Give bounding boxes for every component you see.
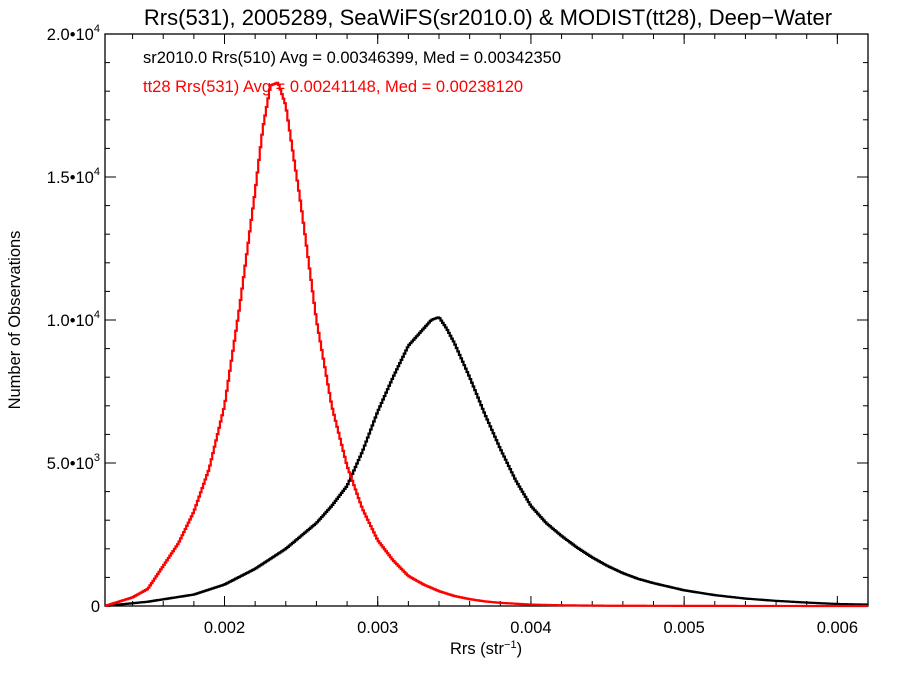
x-axis-label: Rrs (str−1) bbox=[450, 639, 522, 658]
x-tick-label: 0.005 bbox=[663, 619, 704, 637]
chart-title: Rrs(531), 2005289, SeaWiFS(sr2010.0) & M… bbox=[144, 5, 832, 30]
y-axis-label: Number of Observations bbox=[6, 231, 24, 410]
y-tick-label: 1.5•104 bbox=[47, 166, 100, 187]
x-tick-label: 0.003 bbox=[357, 619, 398, 637]
y-tick-label: 0 bbox=[91, 598, 100, 616]
x-tick-label: 0.006 bbox=[817, 619, 858, 637]
x-axis-label-exponent: −1 bbox=[504, 639, 517, 651]
y-tick-label: 5.0•103 bbox=[47, 452, 100, 473]
legend-entry-black: sr2010.0 Rrs(510) Avg = 0.00346399, Med … bbox=[143, 49, 561, 67]
series-line-red bbox=[105, 81, 868, 608]
x-axis-label-end: ) bbox=[517, 640, 523, 658]
y-tick-label: 1.0•104 bbox=[47, 309, 100, 330]
x-tick-label: 0.004 bbox=[510, 619, 551, 637]
legend: sr2010.0 Rrs(510) Avg = 0.00346399, Med … bbox=[143, 49, 561, 96]
plot-frame bbox=[104, 33, 869, 607]
x-axis-label-main: Rrs (str bbox=[450, 640, 505, 658]
legend-entry-red: tt28 Rrs(531) Avg = 0.00241148, Med = 0.… bbox=[143, 78, 523, 96]
plot-area: 0.002 0.003 0.004 0.005 0.006 0 5.0•103 1.0•104… bbox=[47, 23, 869, 637]
series-line-black bbox=[105, 316, 868, 608]
x-tick-label: 0.002 bbox=[204, 619, 245, 637]
y-tick-label: 2.0•104 bbox=[47, 23, 100, 44]
